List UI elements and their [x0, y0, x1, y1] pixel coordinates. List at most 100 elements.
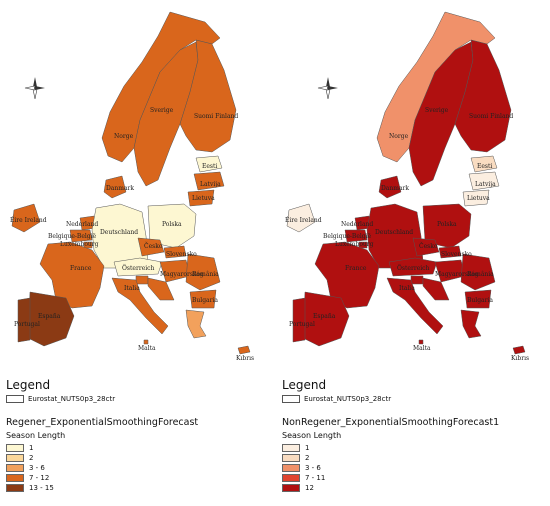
label-luxembourg: Luxembourg: [335, 241, 374, 248]
label-espana: España: [313, 313, 336, 320]
class-swatch: [6, 464, 24, 472]
layer-entry: Eurostat_NUTS0p3_28ctr: [6, 395, 266, 403]
legend-class: 3 - 6: [6, 463, 266, 473]
region-malta: [418, 339, 424, 345]
region-france: [314, 241, 380, 309]
choropleth-map: Sverige Suomi Finland Norge Eesti Latvij…: [285, 11, 529, 362]
region-slovenija: [410, 275, 424, 285]
legend-class: 7 - 11: [282, 473, 542, 483]
label-cesko: Česko: [144, 242, 163, 250]
label-malta: Malta: [138, 345, 156, 352]
layer-swatch: [282, 395, 300, 403]
region-hrvatska: [422, 277, 450, 301]
label-magyarorszag: Magyarország: [435, 271, 479, 278]
label-ireland: Éire Ireland: [10, 216, 47, 224]
legend-nonregener: Legend Eurostat_NUTS0p3_28ctr NonRegener…: [282, 378, 542, 493]
label-osterreich: Österreich: [397, 265, 430, 272]
map-regener: Sverige Suomi Finland Norge Eesti Latvij…: [0, 0, 275, 370]
region-romania: [185, 253, 221, 291]
label-belgique: Belgique-België: [323, 233, 372, 240]
label-italia: Italia: [399, 285, 415, 292]
label-portugal: Portugal: [289, 321, 315, 328]
label-bulgaria: Bulgaria: [192, 297, 218, 304]
label-deutschland: Deutschland: [100, 229, 138, 236]
class-label: 7 - 12: [29, 474, 50, 482]
label-belgique: Belgique-België: [48, 233, 97, 240]
class-swatch: [282, 444, 300, 452]
region-lietuva: [187, 189, 215, 207]
label-slovensko: Slovensko: [441, 251, 472, 258]
class-label: 3 - 6: [305, 464, 321, 472]
region-slovensko: [163, 245, 187, 259]
region-luxembourg: [83, 241, 93, 249]
label-espana: España: [38, 313, 61, 320]
field-title: Regener_ExponentialSmoothingForecast: [6, 417, 199, 428]
region-portugal: [292, 297, 306, 343]
class-swatch: [282, 464, 300, 472]
class-label: 3 - 6: [29, 464, 45, 472]
region-luxembourg: [358, 241, 368, 249]
label-polska: Polska: [162, 221, 182, 228]
region-danmark: [103, 175, 127, 199]
region-cesko: [412, 237, 440, 257]
class-swatch: [6, 444, 24, 452]
region-bulgaria: [189, 289, 217, 309]
region-suomi-finland: [179, 39, 237, 153]
label-suomi-finland: Suomi Finland: [469, 113, 513, 120]
class-label: 7 - 11: [305, 474, 326, 482]
class-swatch: [282, 454, 300, 462]
region-belgique: [69, 229, 93, 243]
label-romania: România: [192, 271, 219, 278]
label-malta: Malta: [413, 345, 431, 352]
legend-class: 13 - 15: [6, 483, 266, 493]
label-italia: Italia: [124, 285, 140, 292]
legend-title: Legend: [6, 378, 51, 392]
label-bulgaria: Bulgaria: [467, 297, 493, 304]
legend-class: 7 - 12: [6, 473, 266, 483]
region-suomi-finland: [454, 39, 512, 153]
legend-class: 12: [282, 483, 542, 493]
label-magyarorszag: Magyarország: [160, 271, 204, 278]
region-bulgaria: [464, 289, 492, 309]
label-kibris: Kıbrıs: [511, 355, 529, 362]
region-malta: [143, 339, 149, 345]
layer-swatch: [6, 395, 24, 403]
class-label: 2: [305, 454, 310, 462]
region-kibris: [237, 345, 251, 355]
region-ellada: [185, 309, 207, 339]
label-cesko: Česko: [419, 242, 438, 250]
region-portugal: [17, 297, 31, 343]
label-france: France: [70, 265, 92, 272]
label-polska: Polska: [437, 221, 457, 228]
region-osterreich: [388, 257, 438, 277]
class-swatch: [6, 454, 24, 462]
label-lietuva: Lietuva: [192, 195, 215, 202]
label-danmark: Danmark: [381, 185, 409, 192]
label-luxembourg: Luxembourg: [60, 241, 99, 248]
choropleth-map: Sverige Suomi Finland Norge Eesti Latvij…: [10, 11, 254, 362]
legend-class: 3 - 6: [282, 463, 542, 473]
label-eesti: Eesti: [477, 163, 492, 170]
region-cesko: [137, 237, 165, 257]
region-latvija: [468, 171, 500, 191]
region-italia: [111, 277, 169, 335]
label-lietuva: Lietuva: [467, 195, 490, 202]
label-slovensko: Slovensko: [166, 251, 197, 258]
class-swatch: [6, 474, 24, 482]
legend-class: 2: [6, 453, 266, 463]
label-suomi-finland: Suomi Finland: [194, 113, 238, 120]
region-hrvatska: [147, 277, 175, 301]
region-slovenija: [135, 275, 149, 285]
label-ireland: Éire Ireland: [285, 216, 322, 224]
layer-name: Eurostat_NUTS0p3_28ctr: [28, 395, 116, 403]
region-ellada: [460, 309, 482, 339]
class-label: 13 - 15: [29, 484, 54, 492]
region-kibris: [512, 345, 526, 355]
legend-subtitle: Season Length: [282, 431, 342, 440]
region-slovensko: [438, 245, 462, 259]
label-sverige: Sverige: [150, 107, 174, 114]
region-romania: [460, 253, 496, 291]
label-osterreich: Österreich: [122, 265, 155, 272]
layer-entry: Eurostat_NUTS0p3_28ctr: [282, 395, 542, 403]
region-france: [39, 241, 105, 309]
